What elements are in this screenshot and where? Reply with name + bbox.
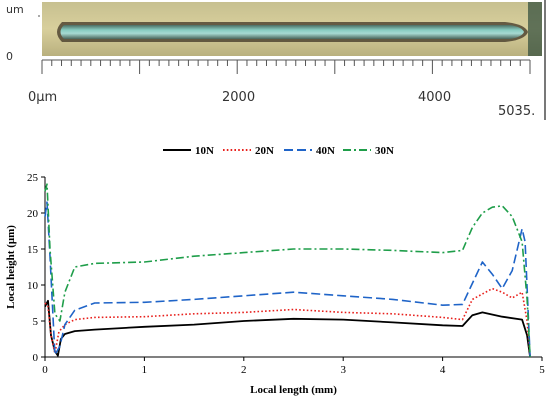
y-tick-label: 5 [33, 316, 39, 328]
height-profile-chart: 10N 20N 40N 30N 0 5 10 15 20 25 0 1 2 3 4 5 Local leng… [5, 145, 545, 396]
x-tick-label: 0 [42, 364, 48, 376]
x-tick-label: 1 [142, 364, 148, 376]
y-tick-label: 15 [27, 244, 39, 256]
legend-label: 40N [316, 145, 335, 157]
legend-label: 30N [375, 145, 394, 157]
x-axis-label: Local length (mm) [250, 384, 337, 396]
chart-legend: 10N 20N 40N 30N [163, 145, 394, 157]
ruler-label-0: 0μm [28, 90, 57, 105]
x-tick-label: 2 [241, 364, 247, 376]
ruler-label-2000: 2000 [222, 90, 255, 105]
y-tick-label: 10 [27, 280, 39, 292]
y-tick-label: 25 [27, 172, 39, 184]
scratch-end-debris [528, 2, 542, 56]
length-ruler: 0μm 2000 4000 5035. [28, 59, 535, 119]
chart-series [44, 183, 531, 358]
y-tick-label: 20 [27, 208, 39, 220]
series-line-30N [44, 183, 531, 358]
legend-label: 10N [195, 145, 214, 157]
scratch-groove [60, 25, 524, 39]
series-line-10N [44, 299, 531, 358]
scale-label-top: um [6, 3, 24, 16]
y-tick-label: 0 [33, 352, 39, 364]
chart-axes: 0 5 10 15 20 25 0 1 2 3 4 5 [27, 172, 545, 376]
scale-label-bottom: 0 [6, 50, 13, 63]
x-tick-label: 3 [340, 364, 346, 376]
ruler-label-end: 5035. [498, 104, 535, 119]
series-line-40N [44, 201, 531, 358]
scratch-micrograph-panel: um 0 0μm 2000 4000 5035. [6, 0, 546, 120]
x-tick-label: 5 [539, 364, 545, 376]
ruler-label-4000: 4000 [418, 90, 451, 105]
series-line-20N [44, 287, 531, 358]
legend-label: 20N [255, 145, 274, 157]
x-tick-label: 4 [440, 364, 446, 376]
y-axis-label: Local height (μm) [5, 225, 17, 309]
